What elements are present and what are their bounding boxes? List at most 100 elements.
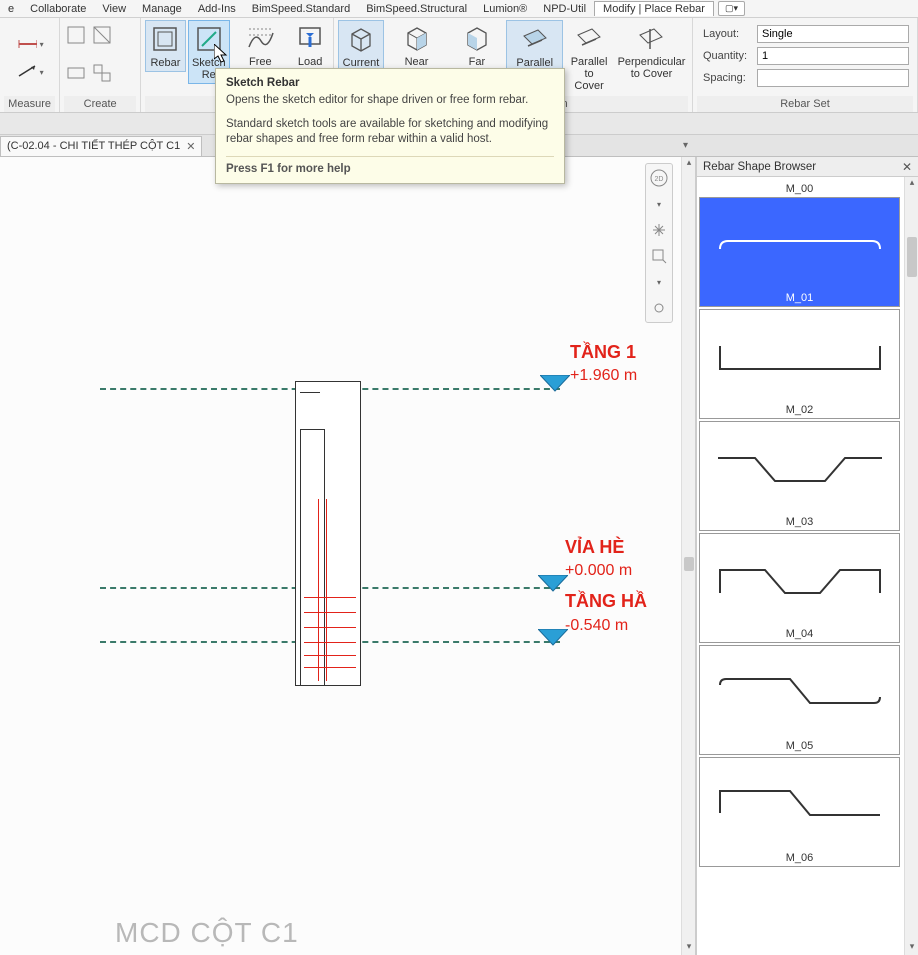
menu-item-npd-util[interactable]: NPD-Util	[535, 2, 594, 16]
document-tab[interactable]: (C-02.04 - CHI TIẾT THÉP CỘT C1 ✕	[0, 136, 202, 156]
menu-item-modify-place-rebar[interactable]: Modify | Place Rebar	[594, 1, 714, 16]
level-elevation: +0.000 m	[565, 562, 632, 580]
ribbon-group-label: Create	[64, 96, 136, 112]
shape-item-m05[interactable]: M_05	[699, 645, 900, 755]
shape-list: M_00 M_01 M_02 M_0	[697, 177, 904, 873]
plane-icon	[635, 22, 667, 54]
pan-icon[interactable]	[649, 220, 669, 240]
create-icon-1[interactable]	[64, 24, 86, 46]
create-icon-3[interactable]	[64, 62, 86, 84]
plane-icon	[573, 22, 605, 54]
rebar-tie	[304, 597, 356, 598]
menu-item-lumion[interactable]: Lumion®	[475, 2, 535, 16]
load-icon	[294, 22, 326, 54]
menu-item-view[interactable]: View	[94, 2, 134, 16]
level-elevation: -0.540 m	[565, 617, 628, 635]
cube-icon	[401, 22, 433, 54]
menu-item-addins[interactable]: Add-Ins	[190, 2, 244, 16]
viewcube-icon[interactable]: 2D	[649, 168, 669, 188]
menu-item-manage[interactable]: Manage	[134, 2, 190, 16]
scroll-up-icon[interactable]: ▴	[682, 157, 696, 171]
tooltip-body: Standard sketch tools are available for …	[226, 117, 554, 148]
close-icon[interactable]: ✕	[186, 140, 195, 153]
drawing-canvas[interactable]: TẦNG 1 +1.960 m VỈA HÈ +0.000 m TẦNG HẦ …	[0, 157, 696, 955]
current-button[interactable]: Current	[338, 20, 383, 72]
shape-preview	[700, 758, 899, 850]
level-name: TẦNG 1	[570, 342, 636, 363]
scroll-thumb[interactable]	[684, 557, 694, 571]
canvas-scrollbar[interactable]: ▴ ▾	[681, 157, 695, 955]
spacing-label: Spacing:	[703, 72, 753, 84]
shape-label: M_05	[700, 738, 899, 754]
menu-item-collaborate[interactable]: Collaborate	[22, 2, 94, 16]
circle-icon[interactable]	[649, 298, 669, 318]
ribbon-group-label: Measure	[4, 96, 55, 112]
layout-select[interactable]	[757, 25, 909, 43]
shape-item-m01[interactable]: M_01	[699, 197, 900, 307]
main-area: TẦNG 1 +1.960 m VỈA HÈ +0.000 m TẦNG HẦ …	[0, 157, 918, 955]
load-button[interactable]: Load	[291, 20, 330, 70]
shape-label: M_04	[700, 626, 899, 642]
chevron-down-icon[interactable]: ▾	[40, 40, 44, 49]
shape-label: M_06	[700, 850, 899, 866]
level-name: VỈA HÈ	[565, 537, 624, 558]
shape-item-m06[interactable]: M_06	[699, 757, 900, 867]
rebar-shape-browser-panel: Rebar Shape Browser ✕ M_00 M_01 M_02	[696, 157, 918, 955]
rebar-button[interactable]: Rebar	[145, 20, 186, 72]
create-icon-4[interactable]	[90, 62, 112, 84]
chevron-down-icon[interactable]: ▾	[683, 140, 688, 151]
column-inner-line	[300, 429, 301, 686]
menu-item[interactable]: e	[0, 2, 22, 16]
level-elevation: +1.960 m	[570, 367, 637, 385]
scroll-thumb[interactable]	[907, 237, 917, 277]
scroll-down-icon[interactable]: ▾	[905, 941, 918, 955]
create-icon-2[interactable]	[90, 24, 112, 46]
perpendicular-cover-button[interactable]: Perpendicular to Cover	[615, 20, 688, 82]
column-inner-line	[300, 392, 320, 393]
tooltip: Sketch Rebar Opens the sketch editor for…	[215, 68, 565, 184]
ribbon-btn-label: Load	[298, 56, 322, 68]
spacing-input[interactable]	[757, 69, 909, 87]
scroll-down-icon[interactable]: ▾	[682, 941, 696, 955]
column-inner-line	[324, 429, 325, 686]
layout-label: Layout:	[703, 28, 753, 40]
chevron-down-icon[interactable]: ▾	[649, 194, 669, 214]
quantity-input[interactable]	[757, 47, 909, 65]
shape-preview	[700, 534, 899, 626]
shape-preview	[700, 422, 899, 514]
zoom-region-icon[interactable]	[649, 246, 669, 266]
shape-label: M_03	[700, 514, 899, 530]
chevron-down-icon[interactable]: ▾	[649, 272, 669, 292]
shape-preview	[700, 198, 899, 290]
menu-item-bimspeed-structural[interactable]: BimSpeed.Structural	[358, 2, 475, 16]
ribbon-state-dropdown-icon[interactable]: ▢▾	[718, 1, 745, 16]
shape-label: M_02	[700, 402, 899, 418]
align-dimension-icon[interactable]	[16, 33, 38, 55]
close-icon[interactable]: ✕	[902, 160, 912, 174]
tooltip-title: Sketch Rebar	[226, 77, 554, 89]
rebar-tie	[304, 667, 356, 668]
drawing-title: MCD CỘT C1	[115, 917, 299, 949]
quantity-label: Quantity:	[703, 50, 753, 62]
ribbon-group-label: Rebar Set	[697, 96, 913, 112]
sketch-rebar-icon	[193, 23, 225, 55]
shape-preview	[700, 310, 899, 402]
parallel-cover-button[interactable]: Parallel to Cover	[565, 20, 613, 94]
ribbon-group-measure: ▾ ▾ Measure	[0, 18, 60, 112]
chevron-down-icon[interactable]: ▾	[40, 68, 44, 77]
rebar-line	[318, 499, 319, 681]
shape-item-m02[interactable]: M_02	[699, 309, 900, 419]
svg-text:2D: 2D	[655, 176, 664, 183]
plane-icon	[519, 23, 551, 55]
scroll-up-icon[interactable]: ▴	[905, 177, 918, 191]
shape-item-m04[interactable]: M_04	[699, 533, 900, 643]
level-marker-icon	[538, 629, 568, 647]
column-inner-line	[300, 429, 324, 430]
menu-item-bimspeed-standard[interactable]: BimSpeed.Standard	[244, 2, 358, 16]
level-marker-icon	[540, 375, 570, 393]
measure-icon[interactable]	[16, 61, 38, 83]
rebar-icon	[149, 23, 181, 55]
panel-scrollbar[interactable]: ▴ ▾	[904, 177, 918, 955]
shape-item-m03[interactable]: M_03	[699, 421, 900, 531]
panel-header: Rebar Shape Browser ✕	[697, 157, 918, 177]
